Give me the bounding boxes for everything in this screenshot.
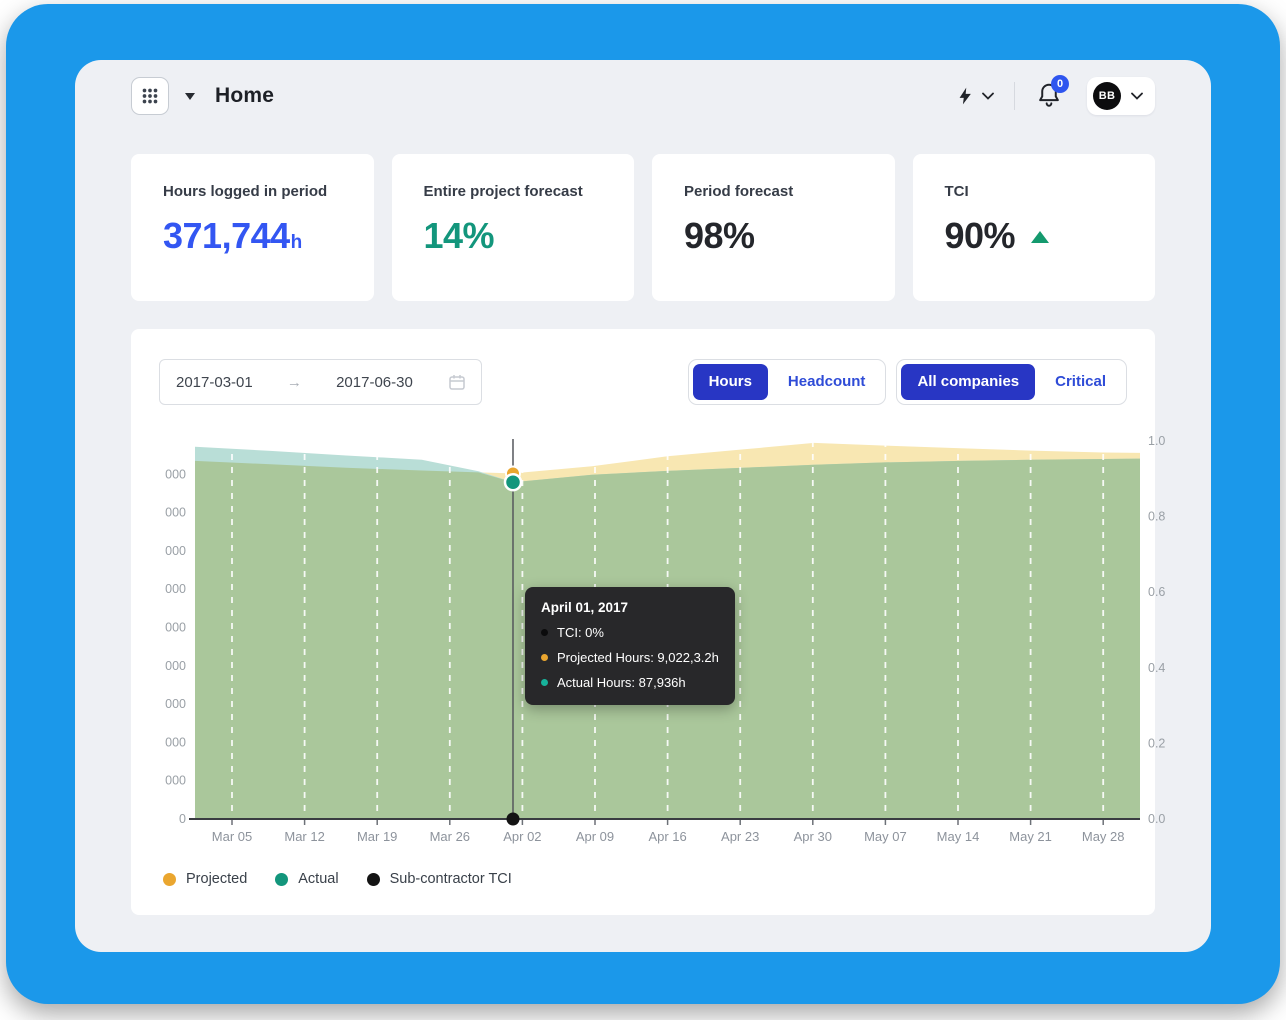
legend-label: Projected — [186, 871, 248, 887]
stat-label: TCI — [944, 183, 969, 200]
svg-text:000: 000 — [165, 659, 186, 673]
svg-text:0.8: 0.8 — [1148, 510, 1165, 524]
svg-text:Apr 02: Apr 02 — [503, 829, 541, 844]
app-grid-button[interactable] — [131, 77, 169, 115]
metric-toggle-group: Hours Headcount — [687, 359, 887, 405]
stat-card-hours-logged: Hours logged in period 371,744 h — [131, 154, 374, 301]
svg-text:May 14: May 14 — [937, 829, 980, 844]
svg-text:0.0: 0.0 — [1148, 812, 1165, 826]
toggle-headcount[interactable]: Headcount — [787, 373, 866, 390]
lightning-icon — [959, 87, 971, 105]
tci-dot-icon — [366, 872, 380, 886]
chart-card: 2017-03-01 → 2017-06-30 Hours Headcount … — [131, 329, 1165, 915]
calendar-icon — [449, 375, 465, 390]
svg-text:000: 000 — [165, 506, 186, 520]
tci-bullet-icon — [541, 629, 548, 636]
toggle-all-companies[interactable]: All companies — [901, 364, 1036, 400]
svg-text:000: 000 — [165, 735, 186, 749]
svg-text:000: 000 — [165, 582, 186, 596]
svg-text:Mar 26: Mar 26 — [430, 829, 470, 844]
chart-legend: Projected Actual Sub-contractor TCI — [159, 871, 1127, 887]
notifications-button[interactable]: 0 — [1035, 75, 1069, 111]
tooltip-row-actual: Actual Hours: 87,936h — [541, 675, 719, 690]
avatar: BB — [1093, 82, 1121, 110]
svg-text:0.2: 0.2 — [1148, 736, 1165, 750]
actual-bullet-icon — [541, 679, 548, 686]
chart-controls: 2017-03-01 → 2017-06-30 Hours Headcount … — [159, 359, 1127, 405]
date-range-arrow-icon: → — [286, 373, 302, 391]
svg-text:000: 000 — [165, 467, 186, 481]
stat-card-project-forecast: Entire project forecast 14% — [391, 154, 634, 301]
svg-text:Mar 12: Mar 12 — [284, 829, 324, 844]
tooltip-row-label: TCI: 0% — [557, 625, 604, 640]
actual-dot-icon — [275, 872, 289, 886]
quick-actions-button[interactable] — [955, 84, 994, 108]
date-start: 2017-03-01 — [176, 373, 253, 391]
tooltip-title: April 01, 2017 — [541, 600, 629, 615]
notification-badge: 0 — [1051, 75, 1069, 93]
svg-text:Apr 09: Apr 09 — [576, 829, 614, 844]
stat-label: Entire project forecast — [423, 183, 583, 200]
trend-up-icon — [1031, 222, 1050, 243]
stat-value: 90% — [944, 215, 1016, 256]
svg-text:Mar 19: Mar 19 — [357, 829, 397, 844]
stat-card-tci: TCI 90% — [912, 154, 1155, 301]
svg-text:000: 000 — [165, 621, 186, 635]
date-end: 2017-06-30 — [336, 373, 413, 391]
svg-text:May 21: May 21 — [1009, 829, 1052, 844]
toggle-hours[interactable]: Hours — [692, 364, 768, 400]
date-range-input[interactable]: 2017-03-01 → 2017-06-30 — [159, 359, 482, 405]
svg-text:0.6: 0.6 — [1148, 585, 1165, 599]
projected-dot-icon — [163, 872, 176, 886]
tooltip-row-label: Actual Hours: 87,936h — [557, 675, 686, 690]
tooltip-row-label: Projected Hours: 9,022,3.2h — [557, 650, 719, 665]
svg-text:Apr 30: Apr 30 — [794, 829, 832, 844]
stat-value: 371,744 — [163, 215, 290, 256]
svg-text:Apr 23: Apr 23 — [721, 829, 759, 844]
svg-text:0: 0 — [179, 812, 186, 826]
legend-label: Actual — [298, 871, 339, 887]
svg-text:1.0: 1.0 — [1148, 434, 1165, 448]
chart-toggles: Hours Headcount All companies Critical — [687, 359, 1127, 405]
tooltip-row-tci: TCI: 0% — [541, 625, 719, 640]
stat-cards: Hours logged in period 371,744 h Entire p… — [131, 154, 1155, 301]
svg-text:Mar 05: Mar 05 — [212, 829, 252, 844]
toggle-critical[interactable]: Critical — [1055, 373, 1106, 390]
app-menu-caret-icon[interactable] — [185, 93, 195, 105]
company-toggle-group: All companies Critical — [896, 359, 1127, 405]
user-menu-button[interactable]: BB — [1087, 77, 1155, 115]
area-chart[interactable]: Mar 05 Mar 12 Mar 19 Mar 26 Apr 02 Apr 09 Apr … — [159, 419, 1165, 855]
legend-item-projected: Projected — [163, 871, 247, 887]
svg-text:May 07: May 07 — [864, 829, 907, 844]
chart-tooltip: April 01, 2017 TCI: 0% Projected Hours: … — [525, 587, 735, 705]
legend-item-subcontractor-tci: Sub-contractor TCI — [366, 871, 512, 887]
stat-label: Period forecast — [684, 183, 794, 200]
header: Home 0 BB — [131, 75, 1155, 116]
stat-value: 98% — [684, 215, 755, 256]
grid-icon — [142, 88, 158, 104]
svg-text:0.4: 0.4 — [1148, 661, 1165, 675]
stat-value: 14% — [423, 215, 495, 256]
stat-card-period-forecast: Period forecast 98% — [652, 154, 895, 301]
header-divider — [1014, 82, 1015, 110]
main-panel: Home 0 BB — [75, 60, 1211, 952]
projected-bullet-icon — [541, 654, 548, 661]
page-title: Home — [215, 84, 275, 107]
legend-item-actual: Actual — [275, 871, 339, 887]
legend-label: Sub-contractor TCI — [389, 871, 512, 887]
svg-text:000: 000 — [165, 774, 186, 788]
chevron-down-icon — [982, 92, 994, 100]
svg-text:Apr 16: Apr 16 — [648, 829, 686, 844]
svg-text:May 28: May 28 — [1082, 829, 1125, 844]
svg-text:000: 000 — [165, 544, 186, 558]
svg-text:000: 000 — [165, 697, 186, 711]
stat-label: Hours logged in period — [163, 183, 328, 200]
header-actions: 0 BB — [955, 75, 1155, 115]
chevron-down-icon — [1131, 92, 1143, 100]
stat-suffix: h — [290, 232, 303, 253]
tooltip-row-projected: Projected Hours: 9,022,3.2h — [541, 650, 719, 665]
